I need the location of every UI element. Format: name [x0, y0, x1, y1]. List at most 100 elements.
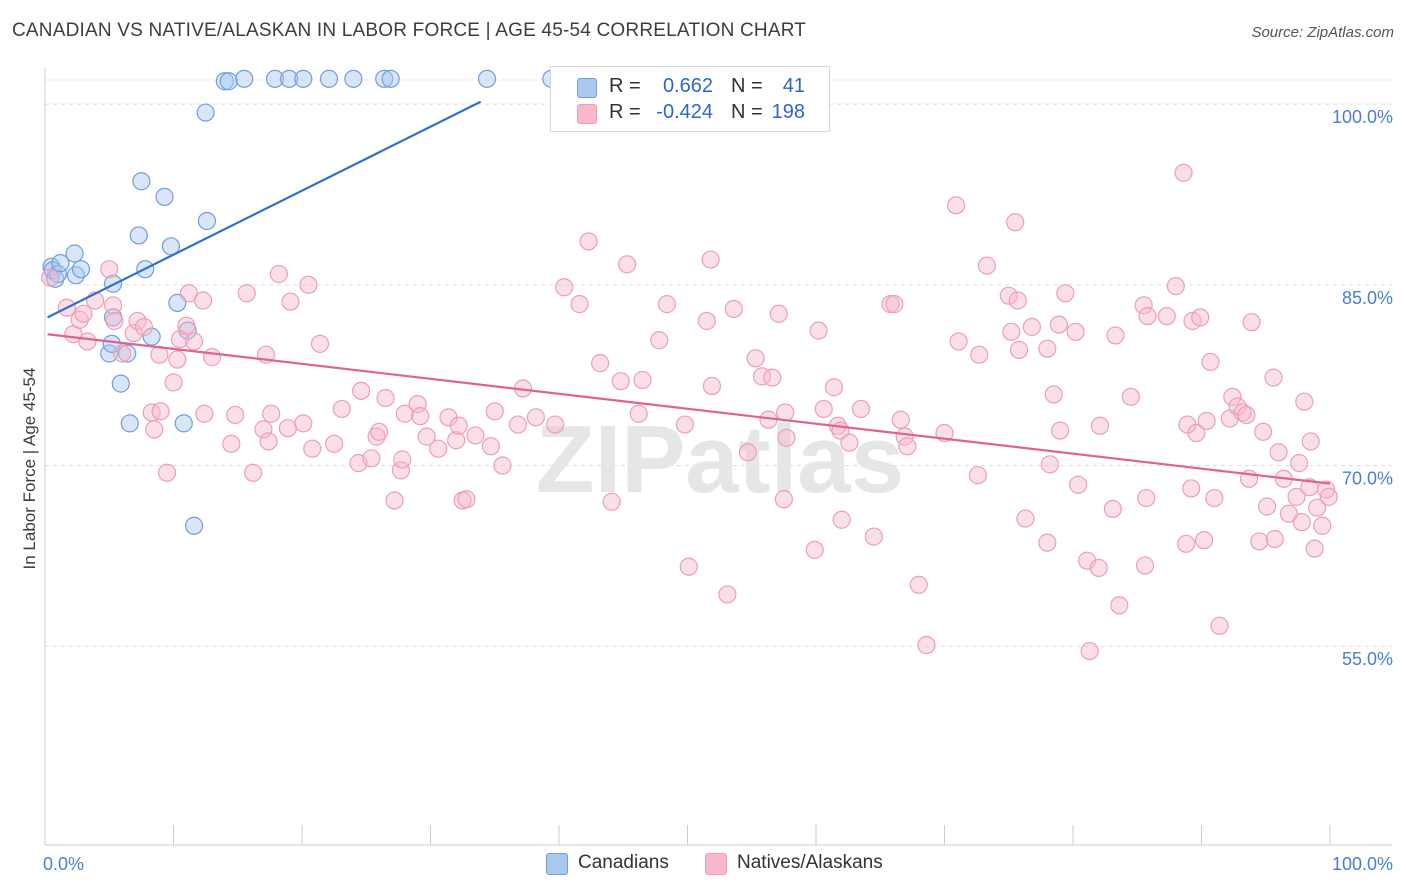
- native-point: [763, 368, 782, 387]
- native-point: [718, 585, 737, 604]
- native-point: [193, 291, 213, 310]
- native-point: [970, 345, 989, 364]
- legend-swatch-canadians: [577, 78, 597, 98]
- native-point: [1265, 529, 1284, 549]
- native-point: [824, 378, 844, 397]
- native-point: [1279, 504, 1298, 523]
- native-point: [1174, 163, 1193, 182]
- points-layer: [41, 69, 1338, 661]
- native-point: [650, 331, 669, 350]
- legend-n-value: 41: [782, 75, 805, 97]
- native-point: [1292, 513, 1311, 532]
- native-point: [493, 456, 512, 475]
- native-point: [1290, 454, 1309, 473]
- native-point: [466, 426, 485, 445]
- native-point: [1138, 307, 1157, 326]
- canadian-point: [184, 516, 204, 535]
- native-point: [629, 404, 648, 423]
- native-point: [1135, 556, 1155, 575]
- native-point: [367, 427, 386, 446]
- legend-row-natives: R = -0.424 N = 198: [551, 101, 829, 127]
- bottom-legend-swatch-canadians: [546, 853, 568, 875]
- legend-row-canadians: R = 0.662 N = 41: [551, 75, 829, 101]
- native-point: [78, 332, 97, 351]
- native-point: [151, 402, 170, 421]
- grid-layer: [45, 79, 1392, 647]
- native-point: [145, 420, 164, 439]
- native-point: [457, 490, 476, 509]
- native-point: [1089, 558, 1108, 578]
- native-point: [1242, 313, 1261, 332]
- native-point: [1106, 326, 1125, 345]
- native-point: [618, 255, 637, 274]
- native-point: [281, 292, 300, 311]
- native-point: [1166, 276, 1185, 296]
- native-point: [417, 427, 436, 446]
- canadian-point: [219, 72, 238, 91]
- native-point: [1078, 551, 1097, 570]
- native-point: [949, 332, 968, 351]
- native-point: [977, 256, 997, 275]
- native-point: [244, 463, 263, 482]
- legend-swatch-natives: [577, 104, 597, 124]
- native-point: [1066, 322, 1085, 341]
- native-point: [352, 381, 371, 400]
- native-point: [746, 349, 765, 368]
- native-point: [809, 321, 828, 340]
- native-point: [447, 431, 466, 450]
- legend-r-label: R =: [609, 75, 641, 97]
- native-point: [485, 402, 504, 421]
- canadian-point: [265, 69, 285, 88]
- native-point: [177, 316, 196, 335]
- native-point: [738, 443, 757, 462]
- native-point: [701, 250, 720, 269]
- native-point: [124, 323, 143, 343]
- native-point: [1191, 308, 1210, 327]
- native-point: [999, 286, 1018, 305]
- legend-n-label: N =: [731, 101, 763, 123]
- native-point: [226, 405, 245, 425]
- bottom-legend-label-natives: Natives/Alaskans: [737, 852, 883, 873]
- native-point: [157, 463, 177, 482]
- native-point: [946, 196, 966, 215]
- native-point: [881, 295, 900, 314]
- native-point: [611, 372, 630, 391]
- native-point: [591, 354, 610, 373]
- native-point: [1301, 432, 1320, 451]
- native-point: [546, 415, 565, 434]
- native-point: [100, 260, 119, 279]
- native-point: [411, 407, 430, 426]
- native-point: [1250, 532, 1269, 551]
- native-point: [1308, 498, 1327, 517]
- native-point: [898, 437, 917, 456]
- native-point: [449, 416, 468, 435]
- x-tick-label: 0.0%: [43, 854, 84, 874]
- native-point: [1006, 213, 1025, 232]
- native-point: [885, 295, 904, 314]
- native-point: [1257, 497, 1277, 516]
- native-point: [1110, 596, 1129, 615]
- native-point: [570, 295, 589, 314]
- native-point: [1049, 315, 1068, 334]
- native-point: [832, 510, 851, 529]
- native-point: [1009, 340, 1029, 359]
- canadian-point: [477, 69, 497, 88]
- native-point: [237, 284, 256, 303]
- native-point: [222, 434, 241, 453]
- axis-layer: [44, 68, 1392, 846]
- native-point: [370, 422, 389, 441]
- canadian-point: [120, 414, 139, 433]
- canadian-point: [118, 344, 137, 363]
- native-point: [1038, 339, 1057, 358]
- native-point: [168, 350, 187, 369]
- native-point: [777, 428, 796, 447]
- native-point: [864, 527, 883, 546]
- native-point: [851, 399, 871, 419]
- native-point: [697, 311, 716, 331]
- native-point: [1090, 416, 1110, 435]
- native-point: [1121, 387, 1140, 406]
- y-tick-label: 100.0%: [1332, 107, 1393, 127]
- native-point: [195, 404, 214, 423]
- legend-n-label: N =: [731, 75, 763, 97]
